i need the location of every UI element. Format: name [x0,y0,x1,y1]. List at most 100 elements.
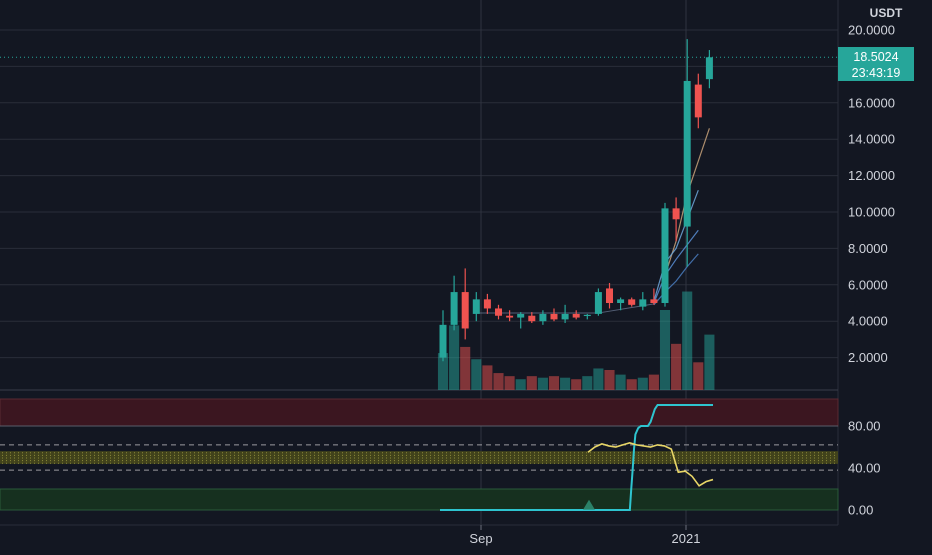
band-dot [254,462,255,464]
band-dot [614,462,615,464]
band-dot [146,462,147,464]
band-dot [482,457,483,459]
band-dot [666,454,667,456]
band-dot [122,457,123,459]
band-dot [250,454,251,456]
band-dot [42,457,43,459]
candle-body [439,324,447,358]
band-dot [10,454,11,456]
band-dot [822,454,823,456]
band-dot [26,460,27,462]
band-dot [134,462,135,464]
band-dot [122,462,123,464]
band-dot [286,454,287,456]
band-dot [610,460,611,462]
band-dot [306,452,307,454]
band-dot [194,452,195,454]
volume-bar [560,377,571,390]
band-dot [314,462,315,464]
band-dot [6,454,7,456]
band-dot [286,452,287,454]
band-dot [702,454,703,456]
band-dot [810,454,811,456]
indicator-axis[interactable]: 0.00 40.00 80.00 [848,419,881,518]
band-dot [786,452,787,454]
band-dot [550,452,551,454]
band-dot [714,460,715,462]
band-dot [814,457,815,459]
band-dot [698,462,699,464]
band-dot [190,457,191,459]
band-dot [550,460,551,462]
band-dot [590,460,591,462]
band-dot [538,452,539,454]
price-tick-label: 16.0000 [848,95,895,110]
band-dot [362,460,363,462]
band-dot [742,452,743,454]
band-dot [758,454,759,456]
band-dot [210,462,211,464]
band-dot [518,454,519,456]
band-dot [150,457,151,459]
band-dot [134,460,135,462]
band-dot [818,462,819,464]
band-dot [366,452,367,454]
band-dot [266,457,267,459]
band-dot [62,457,63,459]
band-dot [294,452,295,454]
band-dot [154,460,155,462]
band-dot [434,457,435,459]
band-dot [754,457,755,459]
band-dot [810,462,811,464]
band-dot [462,452,463,454]
band-dot [58,462,59,464]
volume-bar [515,379,526,390]
band-dot [382,452,383,454]
band-dot [406,454,407,456]
band-dot [454,454,455,456]
band-dot [202,452,203,454]
band-dot [514,457,515,459]
band-dot [182,452,183,454]
currency-label[interactable]: USDT [870,6,903,20]
band-dot [86,460,87,462]
band-dot [614,457,615,459]
band-dot [274,454,275,456]
band-dot [582,457,583,459]
band-dot [222,460,223,462]
band-dot [774,460,775,462]
band-dot [126,460,127,462]
band-dot [486,460,487,462]
band-dot [122,454,123,456]
volume-bar [682,291,693,390]
band-dot [246,457,247,459]
band-dot [690,460,691,462]
band-dot [298,454,299,456]
band-dot [830,454,831,456]
band-dot [26,462,27,464]
band-dot [630,452,631,454]
band-dot [542,457,543,459]
band-dot [354,462,355,464]
band-dot [474,457,475,459]
band-dot [606,457,607,459]
band-dot [530,452,531,454]
band-dot [34,454,35,456]
price-tick-label: 12.0000 [848,168,895,183]
band-dot [654,454,655,456]
band-dot [534,460,535,462]
band-dot [30,460,31,462]
band-dot [682,457,683,459]
signal-line [587,441,714,487]
band-dot [542,460,543,462]
band-dot [502,454,503,456]
band-dot [74,457,75,459]
band-dot [546,454,547,456]
band-dot [446,457,447,459]
band-dot [406,452,407,454]
band-dot [738,452,739,454]
band-dot [474,452,475,454]
time-axis[interactable]: Sep 2021 [0,524,838,546]
